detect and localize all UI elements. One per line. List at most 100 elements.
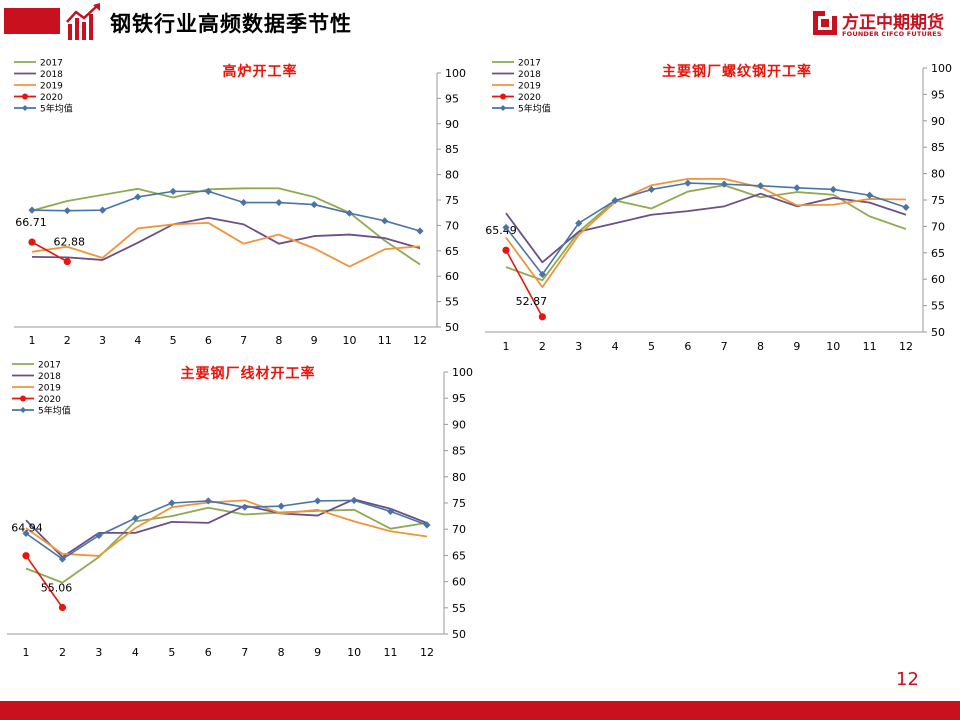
x-tick-label: 9 bbox=[314, 646, 321, 659]
x-tick-label: 7 bbox=[721, 340, 728, 353]
point-5yr-avg bbox=[310, 200, 318, 209]
x-tick-label: 3 bbox=[95, 646, 102, 659]
legend-label: 2017 bbox=[518, 59, 541, 69]
series-line-2018 bbox=[505, 192, 907, 264]
x-tick-label: 8 bbox=[757, 340, 764, 353]
y-tick-label: 55 bbox=[445, 296, 459, 309]
company-logo: 方正中期期货 FOUNDER CIFCO FUTURES bbox=[812, 8, 952, 40]
x-tick-label: 12 bbox=[413, 334, 427, 347]
x-tick-label: 2 bbox=[539, 340, 546, 353]
y-tick-label: 55 bbox=[452, 602, 466, 615]
data-label-2020: 66.71 bbox=[15, 216, 47, 229]
y-tick-label: 60 bbox=[931, 273, 945, 286]
y-tick-label: 80 bbox=[445, 169, 459, 182]
y-tick-label: 95 bbox=[931, 88, 945, 101]
point-5yr-avg bbox=[275, 198, 283, 207]
legend-item-2018: 2018 bbox=[492, 70, 541, 80]
series-line-2020 bbox=[31, 241, 68, 263]
y-tick-label: 80 bbox=[931, 168, 945, 181]
point-2020 bbox=[538, 313, 546, 321]
point-2020 bbox=[58, 603, 67, 612]
point-5yr-avg bbox=[277, 502, 285, 510]
point-5yr-avg bbox=[684, 179, 692, 187]
page-number: 12 bbox=[896, 669, 919, 690]
point-5yr-avg bbox=[423, 521, 431, 529]
x-tick-label: 12 bbox=[899, 340, 913, 353]
legend-item-2019: 2019 bbox=[12, 384, 61, 394]
x-tick-label: 3 bbox=[575, 340, 582, 353]
legend-marker bbox=[500, 105, 506, 111]
legend-item-2017: 2017 bbox=[12, 361, 61, 371]
data-label-2020: 55.06 bbox=[41, 581, 73, 594]
x-tick-label: 10 bbox=[826, 340, 840, 353]
point-5yr-avg bbox=[169, 187, 177, 195]
y-tick-label: 50 bbox=[452, 628, 466, 641]
logo-mark-icon bbox=[813, 11, 837, 35]
legend-item-5yr-avg: 5年均值 bbox=[12, 405, 71, 417]
y-tick-label: 90 bbox=[445, 118, 459, 131]
series-line-2020 bbox=[505, 249, 544, 318]
legend-item-2020: 2020 bbox=[12, 395, 61, 405]
y-tick-label: 60 bbox=[452, 576, 466, 589]
x-tick-label: 8 bbox=[275, 334, 282, 347]
point-5yr-avg bbox=[756, 182, 765, 190]
legend-label: 5年均值 bbox=[38, 405, 71, 417]
x-tick-label: 7 bbox=[241, 646, 248, 659]
data-label-2020: 62.88 bbox=[54, 236, 86, 249]
legend-label: 2020 bbox=[40, 93, 63, 103]
legend-label: 2019 bbox=[40, 82, 63, 92]
logo-name-cn: 方正中期期货 bbox=[842, 13, 944, 33]
legend-marker bbox=[22, 93, 28, 100]
legend-label: 2018 bbox=[518, 70, 541, 80]
x-tick-label: 4 bbox=[612, 340, 619, 353]
x-tick-label: 4 bbox=[134, 334, 141, 347]
x-tick-label: 2 bbox=[59, 646, 66, 659]
x-tick-label: 3 bbox=[99, 334, 106, 347]
chart-title: 主要钢厂螺纹钢开工率 bbox=[662, 63, 812, 80]
legend-label: 5年均值 bbox=[518, 103, 551, 115]
point-5yr-avg bbox=[241, 503, 249, 511]
y-tick-label: 95 bbox=[452, 392, 466, 405]
x-tick-label: 8 bbox=[278, 646, 285, 659]
y-tick-label: 85 bbox=[931, 141, 945, 154]
y-tick-label: 85 bbox=[445, 143, 459, 156]
y-tick-label: 70 bbox=[931, 220, 945, 233]
y-tick-label: 65 bbox=[452, 549, 466, 562]
y-tick-label: 85 bbox=[452, 445, 466, 458]
series-line-2019 bbox=[505, 177, 907, 289]
x-tick-label: 5 bbox=[170, 334, 177, 347]
point-5yr-avg bbox=[416, 227, 424, 235]
y-tick-label: 95 bbox=[445, 92, 459, 105]
x-tick-label: 10 bbox=[347, 646, 361, 659]
x-tick-label: 9 bbox=[793, 340, 800, 353]
legend-item-2017: 2017 bbox=[492, 59, 541, 69]
legend-item-2017: 2017 bbox=[14, 59, 63, 69]
point-2020 bbox=[63, 257, 71, 266]
series-line-2019 bbox=[31, 221, 421, 268]
point-5yr-avg bbox=[350, 496, 358, 504]
chart-title: 高炉开工率 bbox=[223, 63, 298, 80]
legend-item-5yr-avg: 5年均值 bbox=[492, 103, 551, 115]
x-tick-label: 1 bbox=[29, 334, 36, 347]
y-tick-label: 60 bbox=[445, 270, 459, 283]
y-tick-label: 65 bbox=[445, 245, 459, 258]
point-5yr-avg bbox=[866, 191, 874, 199]
y-tick-label: 75 bbox=[931, 194, 945, 207]
point-5yr-avg bbox=[502, 223, 510, 232]
x-tick-label: 5 bbox=[168, 646, 175, 659]
x-tick-label: 6 bbox=[684, 340, 691, 353]
legend-marker bbox=[20, 395, 26, 402]
bar-chart-trend-icon bbox=[66, 3, 100, 40]
x-tick-label: 12 bbox=[420, 646, 434, 659]
point-5yr-avg bbox=[647, 185, 656, 194]
point-5yr-avg bbox=[345, 209, 354, 217]
series-line-5yr-avg bbox=[505, 182, 907, 276]
point-5yr-avg bbox=[168, 499, 176, 507]
x-tick-label: 6 bbox=[205, 334, 212, 347]
page-title: 钢铁行业高频数据季节性 bbox=[110, 12, 352, 36]
legend-label: 2019 bbox=[38, 384, 61, 394]
legend-item-2018: 2018 bbox=[12, 372, 61, 382]
point-5yr-avg bbox=[793, 184, 801, 192]
y-tick-label: 75 bbox=[452, 497, 466, 510]
